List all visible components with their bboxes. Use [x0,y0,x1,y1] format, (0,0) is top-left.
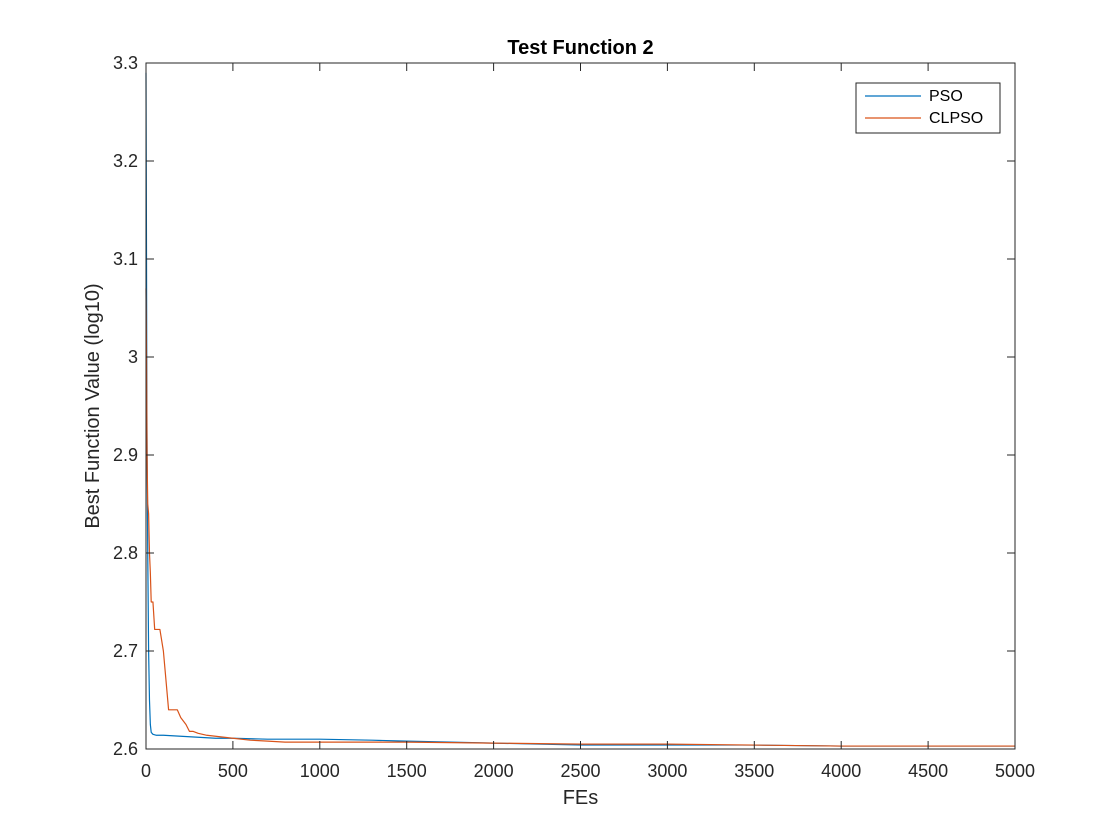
x-tick-label: 3000 [647,761,687,781]
y-tick-label: 3.3 [113,53,138,73]
series-line-pso [145,72,1015,747]
x-tick-label: 2000 [474,761,514,781]
legend-box [855,82,1001,134]
chart-title: Test Function 2 [507,37,653,59]
plot-area [146,63,1015,749]
y-tick-label: 2.9 [113,445,138,465]
y-tick-label: 2.7 [113,641,138,661]
legend-label-pso: PSO [929,88,963,105]
legend-label-clpso: CLPSO [929,110,983,127]
x-tick-label: 2500 [560,761,600,781]
y-tick-label: 2.8 [113,543,138,563]
x-tick-label: 1000 [300,761,340,781]
x-tick-label: 4500 [908,761,948,781]
y-tick-label: 3.2 [113,151,138,171]
x-tick-label: 500 [218,761,248,781]
y-tick-label: 3.1 [113,249,138,269]
y-tick-label: 2.6 [113,739,138,759]
x-tick-label: 0 [141,761,151,781]
y-tick-label: 3 [128,347,138,367]
legend: PSO CLPSO [855,82,1001,134]
x-axis-label: FEs [563,787,599,809]
series-line-clpso [145,288,1015,747]
x-tick-label: 3500 [734,761,774,781]
x-tick-label: 4000 [821,761,861,781]
series-layer [145,72,1015,747]
x-tick-label: 1500 [387,761,427,781]
ticks-layer: 0 500 1000 1500 2000 2500 3000 3500 4000 4500 5000… [113,53,1035,781]
x-tick-label: 5000 [995,761,1035,781]
y-axis-label: Best Function Value (log10) [82,283,104,528]
